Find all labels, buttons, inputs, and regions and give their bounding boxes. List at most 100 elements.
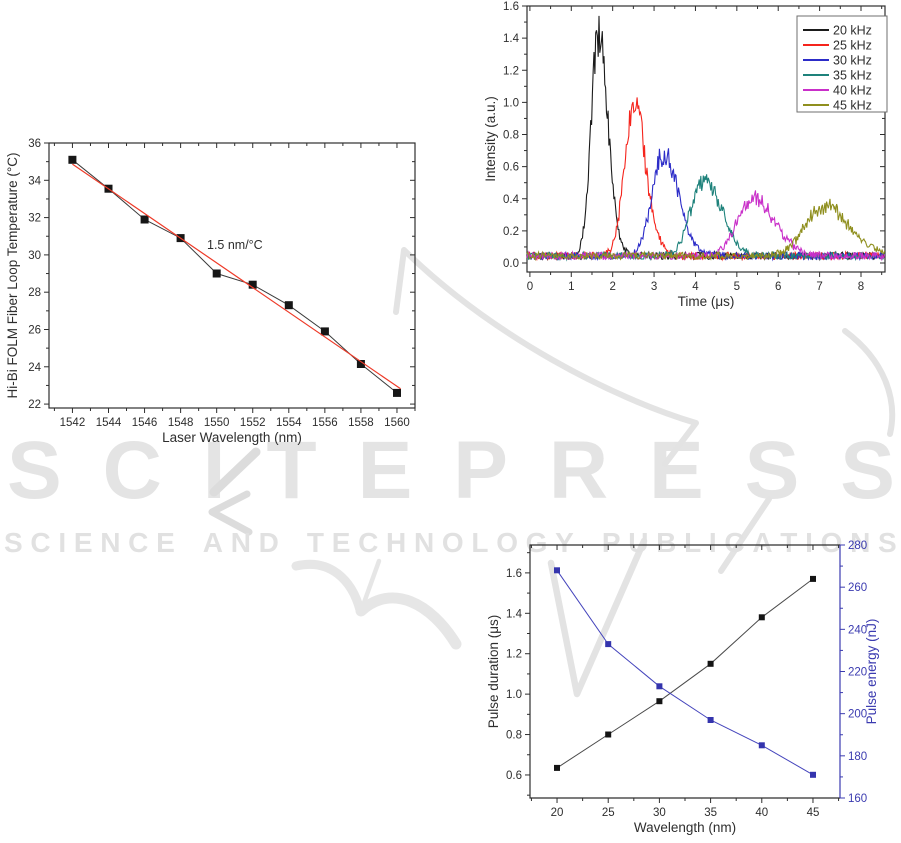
data-point-marker (707, 660, 714, 667)
x-tick-label: 45 (807, 807, 820, 819)
x-tick-label: 25 (602, 807, 615, 819)
series-line-45-khz (526, 198, 886, 262)
watermark-subtitle-letter: Y (555, 527, 574, 558)
watermark-subtitle-letter: A (752, 527, 773, 558)
x-tick-label: 4 (692, 281, 699, 293)
x-tick-label: 20 (551, 807, 564, 819)
y-tick-label: 24 (28, 362, 41, 374)
y-tick-label: 36 (28, 138, 41, 150)
watermark-swoosh-icon (393, 247, 699, 467)
data-point-marker (707, 717, 714, 723)
x-tick-label: 8 (858, 281, 864, 293)
watermark-plane-slash-icon (209, 447, 261, 497)
x-tick-label: 1552 (240, 417, 266, 429)
y-tick-label: 1.0 (506, 689, 522, 701)
watermark-subtitle-letter: C (30, 527, 51, 558)
y2-tick-label: 180 (848, 751, 867, 763)
y2-axis-title: Pulse energy (nJ) (864, 619, 879, 725)
data-point-marker (68, 155, 77, 164)
legend-box (796, 15, 888, 113)
series-line-linear-fit (72, 163, 401, 390)
x-axis-title: Time (μs) (678, 294, 735, 309)
watermark-subtitle-letter: S (4, 527, 23, 558)
watermark-subtitle-letter: S (878, 527, 897, 558)
data-point-marker (810, 575, 816, 582)
data-point-marker (810, 771, 816, 778)
x-tick-label: 1550 (204, 417, 230, 429)
legend-item-label: 35 kHz (833, 69, 872, 83)
x-tick-label: 5 (734, 281, 740, 293)
y-axis-title: Hi-Bi FOLM Fiber Loop Temperature (°C) (5, 153, 20, 399)
y-tick-label: 0.8 (503, 130, 519, 142)
watermark-title-letter: S (7, 425, 62, 516)
x-tick-label: 2 (609, 281, 615, 293)
legend-item-label: 20 kHz (833, 24, 872, 38)
x-tick-label: 1546 (132, 417, 158, 429)
watermark-subtitle-letter: L (471, 527, 489, 558)
y-tick-label: 28 (28, 287, 41, 299)
y-tick-label: 1.6 (503, 1, 519, 13)
data-point-marker (554, 764, 560, 771)
watermark-subtitle-letter: O (441, 527, 464, 558)
y-tick-label: 32 (28, 213, 41, 225)
watermark-subtitle-letter: U (628, 527, 649, 558)
x-tick-label: 1560 (384, 417, 410, 429)
y-tick-label: 0.2 (503, 226, 519, 238)
watermark-subtitle-letter: T (306, 527, 324, 558)
x-tick-label: 1544 (96, 417, 122, 429)
watermark-title-letter: T (266, 425, 317, 516)
data-point-marker (758, 742, 765, 749)
data-point-marker (605, 731, 612, 738)
watermark-subtitle-letter: E (73, 527, 93, 558)
watermark-subtitle-letter: E (156, 527, 175, 558)
chart-pulse-duration-and-energy: 20 25 30 35 40 45 0.6 0.8 1.0 1.2 1.4 1.6 160 180 200 2… (486, 540, 879, 835)
data-point-marker (605, 641, 612, 648)
legend-item-label: 30 kHz (833, 54, 872, 68)
y-tick-label: 1.4 (503, 33, 520, 45)
watermark-subtitle-letter: G (525, 527, 548, 558)
y2-tick-label: 220 (848, 667, 867, 679)
watermark-subtitle-letter: L (684, 527, 702, 558)
watermark-subtitle-letter: A (202, 527, 223, 558)
data-point-marker (284, 301, 293, 310)
watermark-plane-chevron-icon (208, 490, 253, 536)
x-axis-title: Laser Wavelength (nm) (162, 430, 302, 445)
y2-tick-label: 260 (848, 582, 867, 594)
watermark-subtitle-letter: H (386, 527, 407, 558)
x-tick-label: 1558 (348, 417, 374, 429)
y-tick-label: 0.4 (503, 194, 520, 206)
watermark-subtitle-letter: B (656, 527, 677, 558)
plot-frame (526, 5, 886, 273)
data-point-marker (656, 683, 663, 690)
x-tick-label: 1 (568, 281, 574, 293)
y2-tick-label: 240 (848, 624, 867, 636)
data-point-marker (393, 388, 401, 397)
chart-folm-temperature-vs-wavelength: 1542 1544 1546 1548 1550 1552 1554 1556 1558 1560… (5, 138, 416, 445)
y-tick-label: 30 (28, 250, 41, 262)
data-point-marker (212, 269, 221, 278)
watermark-title-letter: S (744, 425, 800, 516)
y-tick-label: 0.0 (503, 258, 519, 270)
watermark-bird-left-icon (291, 559, 365, 615)
watermark-subtitle-letter: I (805, 527, 813, 558)
watermark-title-letter: S (840, 425, 895, 516)
data-point-marker (758, 614, 765, 621)
watermark-subtitle-letter: N (850, 527, 871, 558)
x-tick-label: 40 (755, 807, 768, 819)
y2-tick-label: 200 (848, 709, 867, 721)
watermark-slash-icon (718, 496, 772, 574)
legend-item-label: 45 kHz (833, 99, 872, 113)
watermark-subtitle-letter: N (413, 527, 435, 558)
slope-annotation: 1.5 nm/°C (207, 238, 263, 252)
y-tick-label: 22 (28, 399, 41, 411)
series-line-measured-temperature (72, 159, 398, 394)
watermark-subtitle-letter: E (331, 527, 351, 558)
watermark-subtitle-letter: C (724, 527, 745, 558)
watermark-title-letter: P (453, 425, 508, 516)
